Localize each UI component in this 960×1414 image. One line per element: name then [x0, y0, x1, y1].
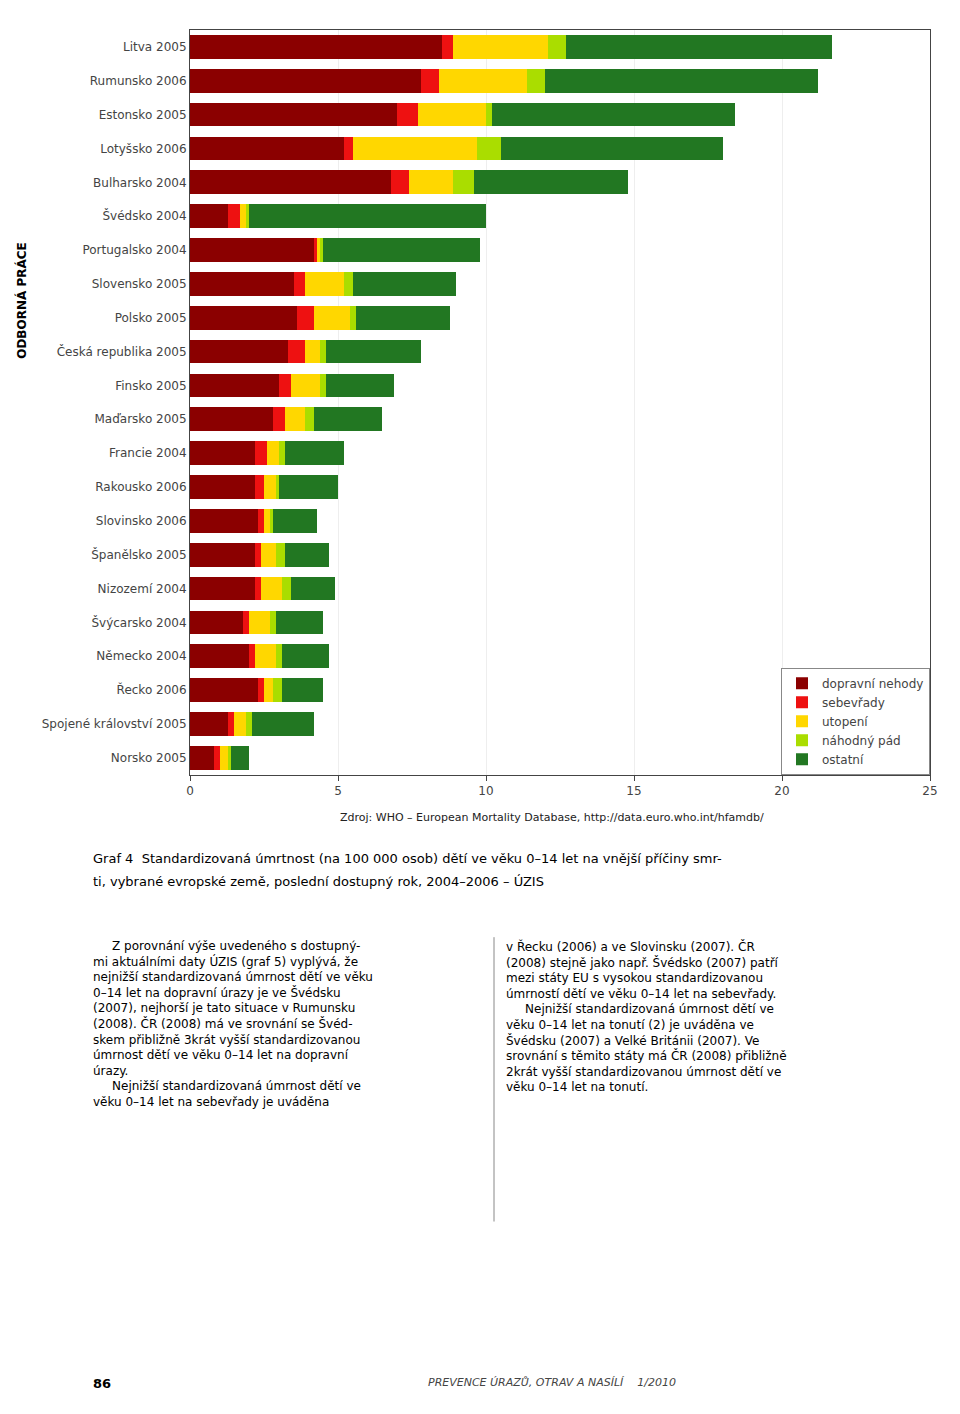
svg-text:Bulharsko 2004: Bulharsko 2004	[93, 176, 187, 190]
svg-text:PREVENCE ÚRAZŮ, OTRAV A NASÍLÍ: PREVENCE ÚRAZŮ, OTRAV A NASÍLÍ 1/2010	[428, 1376, 676, 1389]
svg-text:dopravní nehody: dopravní nehody	[822, 677, 923, 691]
svg-text:Švýcarsko 2004: Švýcarsko 2004	[91, 615, 186, 630]
svg-text:Zdroj: WHO – European Mortalit: Zdroj: WHO – European Mortality Database…	[340, 811, 764, 824]
svg-text:Litva 2005: Litva 2005	[123, 40, 187, 54]
svg-text:Česká republika 2005: Česká republika 2005	[57, 344, 187, 359]
svg-text:10: 10	[478, 784, 493, 798]
svg-text:5: 5	[334, 784, 342, 798]
svg-text:náhodný pád: náhodný pád	[822, 734, 901, 748]
svg-text:Řecko 2006: Řecko 2006	[117, 682, 187, 697]
svg-text:v Řecku (2006) a ve Slovinsku: v Řecku (2006) a ve Slovinsku (2007). ČR…	[506, 939, 787, 1094]
svg-text:Rumunsko 2006: Rumunsko 2006	[90, 74, 187, 88]
svg-text:25: 25	[922, 784, 937, 798]
svg-text:Rakousko 2006: Rakousko 2006	[95, 480, 186, 494]
svg-text:20: 20	[774, 784, 789, 798]
svg-text:utopení: utopení	[822, 715, 868, 729]
svg-text:15: 15	[626, 784, 641, 798]
svg-text:Slovensko 2005: Slovensko 2005	[92, 277, 187, 291]
svg-text:Německo 2004: Německo 2004	[96, 649, 186, 663]
svg-text:ti, vybrané evropské země, pos: ti, vybrané evropské země, poslední dost…	[93, 874, 544, 889]
svg-text:Maďarsko 2005: Maďarsko 2005	[95, 412, 187, 426]
svg-text:Slovinsko 2006: Slovinsko 2006	[96, 514, 187, 528]
svg-text:Francie 2004: Francie 2004	[109, 446, 187, 460]
svg-text:Portugalsko 2004: Portugalsko 2004	[82, 243, 186, 257]
svg-text:0: 0	[186, 784, 194, 798]
svg-text:ODBORNÁ PRÁCE: ODBORNÁ PRÁCE	[14, 242, 29, 359]
svg-text:Estonsko 2005: Estonsko 2005	[99, 108, 187, 122]
svg-text:Lotyšsko 2006: Lotyšsko 2006	[100, 142, 186, 156]
svg-text:Norsko 2005: Norsko 2005	[111, 751, 187, 765]
svg-text:sebevřady: sebevřady	[822, 696, 885, 710]
svg-text:86: 86	[93, 1376, 111, 1391]
svg-text:Z porovnání výše uvedeného s d: Z porovnání výše uvedeného s dostupný-mi…	[93, 939, 373, 1109]
svg-text:Finsko 2005: Finsko 2005	[115, 379, 186, 393]
svg-text:Graf 4 Standardizovaná úmrtno: Graf 4 Standardizovaná úmrtnost (na 100 …	[93, 851, 722, 866]
svg-text:Švédsko 2004: Švédsko 2004	[102, 208, 186, 223]
svg-text:Polsko 2005: Polsko 2005	[115, 311, 187, 325]
svg-text:Nizozemí 2004: Nizozemí 2004	[98, 582, 187, 596]
svg-text:ostatní: ostatní	[822, 753, 864, 767]
svg-text:Španělsko 2005: Španělsko 2005	[91, 547, 186, 562]
svg-text:Spojené království 2005: Spojené království 2005	[42, 717, 187, 731]
